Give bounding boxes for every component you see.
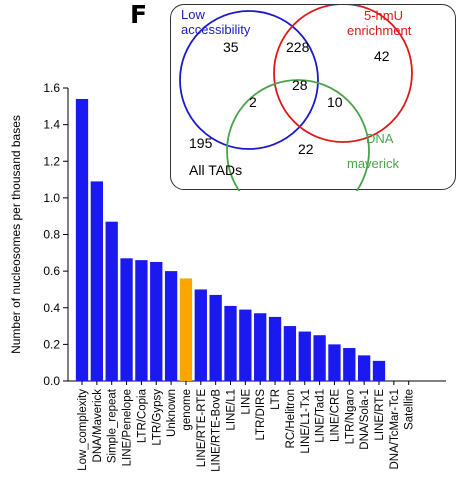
venn-universe-label: All TADs [189, 162, 243, 178]
venn-circle-low-accessibility [179, 10, 319, 150]
y-tick-label: 0.8 [43, 228, 60, 242]
x-tick-label: LINE/RTE-BovB [211, 389, 223, 472]
bar-dna-sola-1 [358, 355, 371, 381]
venn-circle-dna-maverick [226, 79, 370, 191]
bar-low-complexity [75, 98, 89, 382]
y-tick-label: 1.2 [43, 154, 60, 168]
x-tick-label: LTR [270, 389, 282, 410]
bar-line-rte-rte [194, 289, 207, 381]
venn-circle-5hmu [273, 5, 413, 143]
x-tick-label: LTR/Ngaro [344, 389, 356, 444]
bar-rc-helitron [283, 326, 297, 381]
bar-ltr-copia [135, 260, 148, 381]
x-tick-label: DNA/Maverick [92, 389, 104, 463]
x-tick-label: LTR/Gypsy [151, 389, 163, 446]
bar-dna-maverick [90, 181, 103, 381]
x-tick-label: Satellite [404, 389, 416, 430]
y-tick-label: 1.0 [43, 191, 60, 205]
x-tick-label: DNA/TcMar-Tc1 [389, 389, 401, 470]
venn-label-5hmu-2: enrichment [347, 23, 412, 38]
y-tick-label: 0.6 [43, 264, 60, 278]
venn-count-outside: 195 [189, 135, 213, 151]
x-tick-label: LINE/CRE [329, 389, 341, 442]
bar-line-tad1 [313, 335, 326, 381]
venn-label-low-1: Low [181, 7, 205, 22]
venn-count-low-5hmu: 228 [286, 39, 310, 55]
x-tick-label: Simple_repeat [107, 388, 119, 463]
x-tick-label: LINE/L1 [226, 389, 238, 431]
bar-ltr-ngaro [343, 348, 356, 381]
venn-circles [179, 5, 413, 191]
bar-genome [179, 278, 193, 381]
bar-line-l1-tx1 [298, 331, 311, 381]
x-tick-label: DNA/Sola-1 [359, 389, 371, 450]
venn-diagram: Low accessibility 5-hmU enrichment DNA m… [170, 4, 456, 191]
x-tick-label: LINE/RTE-RTE [196, 389, 208, 468]
x-tick-label: LINE [240, 389, 252, 415]
y-tick-label: 1.6 [43, 81, 60, 95]
x-tick-label: LINE/Tad1 [315, 389, 327, 443]
panel-label: F [130, 0, 148, 29]
bar-simple-repeat [105, 221, 118, 381]
venn-count-only-maverick: 22 [298, 141, 314, 157]
x-tick-label: LINE/Penelope [122, 389, 134, 466]
y-tick-label: 1.4 [43, 118, 60, 132]
bar-line [239, 309, 252, 381]
venn-label-low-2: accessibility [181, 22, 251, 37]
venn-count-low-maverick: 2 [249, 94, 257, 110]
venn-count-only-low: 35 [223, 39, 239, 55]
venn-label-5hmu-1: 5-hmU [364, 8, 404, 23]
venn-label-maverick-2: maverick [347, 156, 400, 171]
x-tick-label: RC/Helitron [285, 389, 297, 448]
bar-line-l1 [224, 305, 237, 381]
bar-unknown [164, 271, 178, 381]
x-tick-label: LTR/DIRS [255, 389, 267, 441]
venn-count-5hmu-maverick: 10 [327, 94, 343, 110]
bar-line-penelope [120, 258, 133, 381]
bar-line-rte [372, 360, 386, 381]
x-tick-label: Unknown [166, 389, 178, 437]
bar-line-rte-bovb [209, 294, 222, 381]
x-tick-label: LTR/Copia [136, 388, 148, 443]
bar-ltr [268, 316, 282, 381]
bar-line-cre [328, 344, 341, 381]
y-axis-label: Number of nucleosomes per thousand bases [9, 115, 23, 354]
x-tick-label: LINE/RTE [374, 389, 386, 441]
venn-count-only-5hmu: 42 [374, 48, 390, 64]
y-tick-label: 0.4 [43, 301, 60, 315]
x-tick-label: genome [181, 389, 193, 431]
venn-label-maverick-1: DNA [366, 131, 394, 146]
x-tick-label: Low_complexity [77, 389, 89, 471]
y-tick-label: 0.2 [43, 337, 60, 351]
x-tick-label: LINE/L1-Tx1 [300, 389, 312, 454]
venn-count-all-three: 28 [292, 77, 308, 93]
y-tick-label: 0.0 [43, 374, 60, 388]
bar-ltr-gypsy [150, 261, 163, 381]
bar-ltr-dirs [254, 313, 267, 381]
